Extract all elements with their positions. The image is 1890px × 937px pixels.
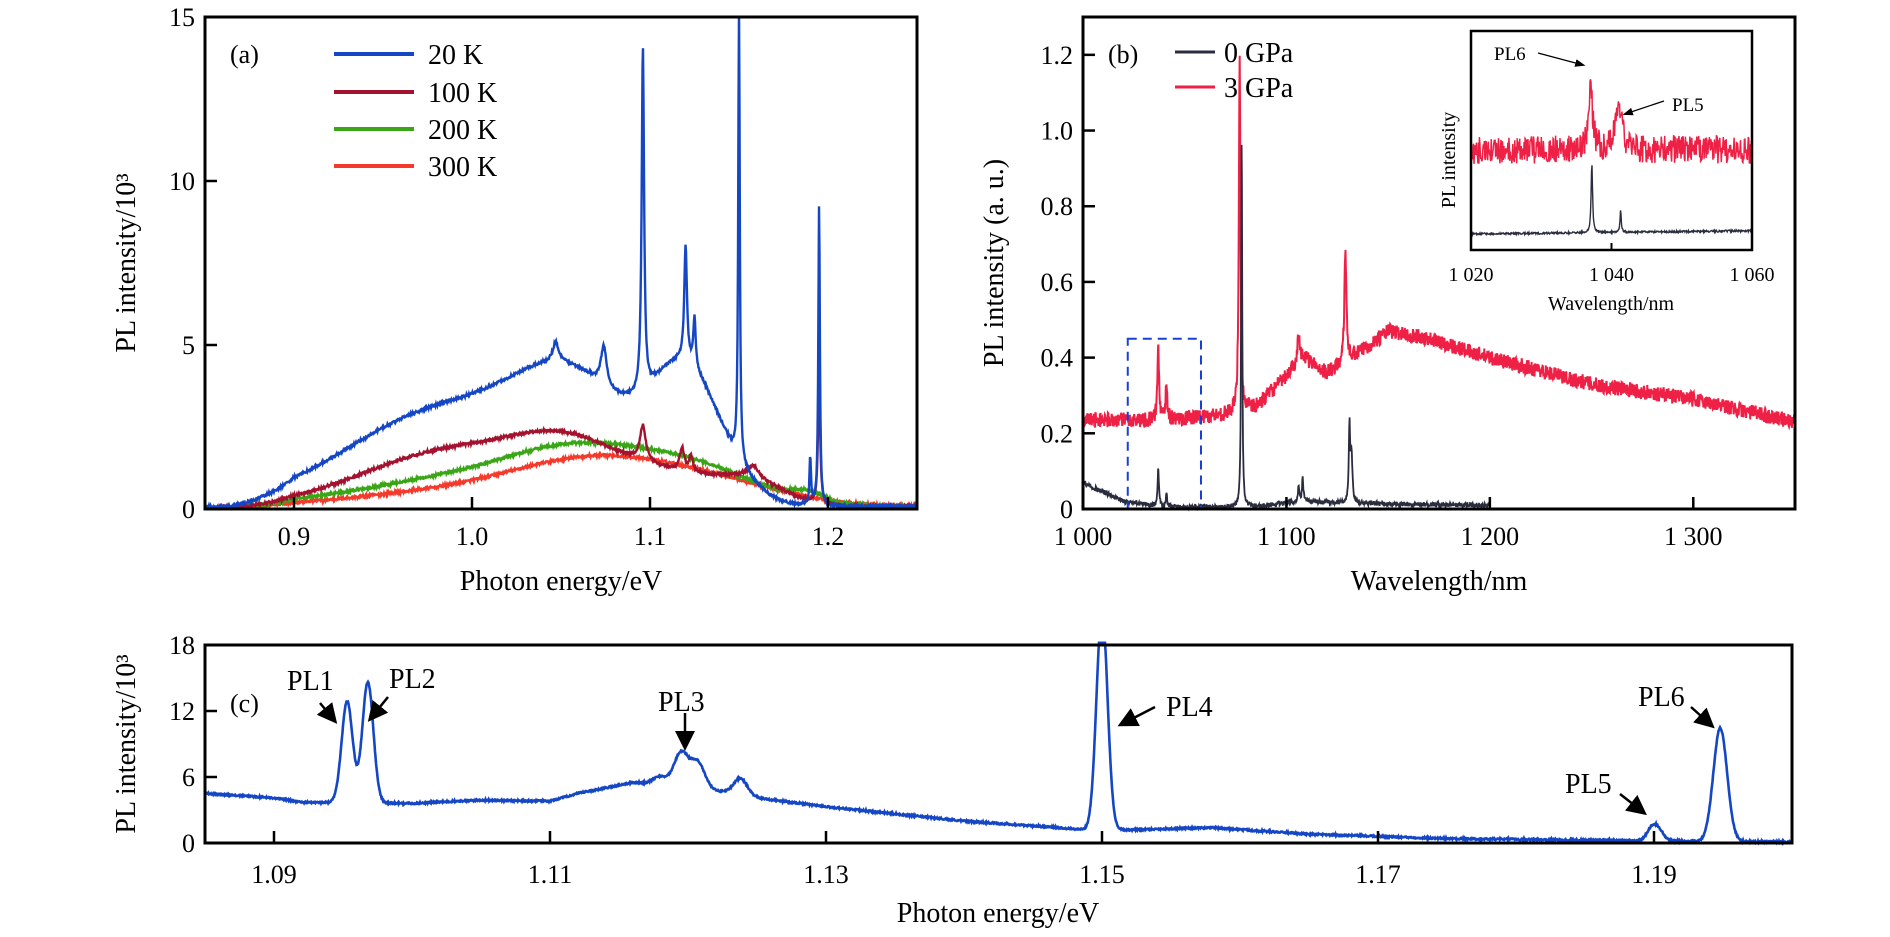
- inset-annotation-pl6: PL6: [1494, 44, 1526, 65]
- legend-label-100k: 100 K: [428, 78, 497, 109]
- panel-b: 1 000 1 100 1 200 1 30000.20.40.60.81.01.2 …: [979, 15, 1797, 597]
- inset-arrow-pl6: [1537, 52, 1586, 67]
- panel-b-label: (b): [1108, 40, 1138, 69]
- series-0gpa: [1082, 144, 1491, 512]
- panel-b-xlabel: Wavelength/nm: [1351, 566, 1528, 597]
- panel-a-ytick-label: 10: [169, 167, 195, 196]
- annotation-pl5: PL5: [1565, 769, 1612, 800]
- panel-a-ylabel: PL intensity/10³: [111, 173, 142, 352]
- panel-b-xtick-label: 1 200: [1461, 522, 1520, 551]
- panel-b-xtick-label: 1 000: [1054, 522, 1113, 551]
- panel-a-xtick-label: 1.0: [456, 522, 489, 551]
- panel-c-xtick-label: 1.11: [528, 860, 573, 889]
- series-100k: [205, 375, 917, 509]
- panel-c-label: (c): [230, 689, 259, 718]
- panel-c-ytick-label: 12: [169, 697, 195, 726]
- panel-c-xtick-label: 1.15: [1079, 860, 1125, 889]
- panel-c-annotations: PL1 PL2 PL3 PL4 PL5 PL6: [287, 664, 1715, 816]
- panel-a-label: (a): [230, 40, 259, 69]
- panel-c-ytick-label: 18: [169, 631, 195, 660]
- panel-b-ytick-label: 0.6: [1041, 268, 1074, 297]
- panel-a-ticks: 0.9 1.0 1.1 1.2 0 5 10 15: [169, 3, 844, 551]
- legend-label-3gpa: 3 GPa: [1224, 73, 1294, 104]
- series-20k-panel-c: [204, 641, 1793, 846]
- panel-b-ytick-label: 0.4: [1041, 344, 1074, 373]
- panel-c-ytick-label: 6: [182, 763, 195, 792]
- inset-series: [1470, 79, 1753, 238]
- arrow-pl6: [1690, 706, 1715, 729]
- arrow-pl1: [316, 702, 338, 724]
- panel-a-frame: [203, 15, 919, 511]
- panel-c-frame: [203, 643, 1794, 845]
- arrow-pl4: [1117, 705, 1156, 727]
- series-20k: [205, 17, 917, 509]
- inset-series-3gpa: [1470, 79, 1753, 165]
- highlight-box: [1126, 337, 1202, 511]
- inset-arrow-pl5: [1622, 100, 1665, 116]
- inset-xtick-label: 1 020: [1449, 264, 1494, 286]
- panel-b-ytick-label: 0: [1060, 495, 1073, 524]
- inset-chart: 1 020 1 040 1 060 Wavelength/nm PL intensi…: [1438, 29, 1775, 315]
- panel-c-xtick-label: 1.13: [803, 860, 849, 889]
- series-200k: [205, 437, 917, 509]
- annotation-pl3: PL3: [658, 687, 705, 718]
- panel-a-xtick-label: 0.9: [278, 522, 311, 551]
- panel-a-xtick-label: 1.1: [634, 522, 667, 551]
- arrow-pl2: [367, 696, 389, 722]
- panel-c: 1.09 1.11 1.13 1.15 1.17 1.19 0 6 12 18 (c) Photo…: [111, 631, 1794, 929]
- legend-label-300k: 300 K: [428, 152, 497, 183]
- panel-c-ytick-label: 0: [182, 829, 195, 858]
- inset-series-0gpa: [1470, 165, 1753, 238]
- annotation-pl4: PL4: [1166, 692, 1213, 723]
- legend-label-0gpa: 0 GPa: [1224, 38, 1294, 69]
- inset-annotation-pl5: PL5: [1672, 95, 1704, 116]
- panel-b-ytick-label: 0.2: [1041, 419, 1074, 448]
- inset-xtick-label: 1 040: [1589, 264, 1634, 286]
- panel-a-xlabel: Photon energy/eV: [460, 566, 662, 597]
- panel-a-ytick-label: 5: [182, 331, 195, 360]
- panel-b-frame: [1081, 15, 1797, 511]
- annotation-pl2: PL2: [389, 664, 436, 695]
- panel-a-legend: 20 K 100 K 200 K 300 K: [334, 40, 497, 183]
- panel-a-series: [205, 17, 917, 509]
- inset-ticks: 1 020 1 040 1 060: [1449, 243, 1775, 286]
- panel-b-ytick-label: 1.0: [1041, 117, 1074, 146]
- panel-c-ticks: 1.09 1.11 1.13 1.15 1.17 1.19 0 6 12 18: [169, 631, 1677, 889]
- panel-b-xtick-label: 1 100: [1257, 522, 1316, 551]
- panel-b-ylabel: PL intensity (a. u.): [979, 159, 1010, 367]
- annotation-pl1: PL1: [287, 666, 334, 697]
- annotation-pl6: PL6: [1638, 682, 1685, 713]
- panel-b-ytick-label: 1.2: [1041, 41, 1074, 70]
- panel-a-ytick-label: 15: [169, 3, 195, 32]
- panel-b-ticks: 1 000 1 100 1 200 1 300 0 0.2 0.4 0.6 0.8 1.0 1.2: [1041, 41, 1723, 551]
- panel-a-xtick-label: 1.2: [812, 522, 845, 551]
- panel-c-ylabel: PL intensity/10³: [111, 654, 142, 833]
- panel-b-xtick-label: 1 300: [1664, 522, 1723, 551]
- inset-ylabel: PL intensity: [1438, 112, 1460, 208]
- arrow-pl5: [1619, 793, 1647, 816]
- panel-a-ytick-label: 0: [182, 495, 195, 524]
- panel-b-legend: 0 GPa 3 GPa: [1175, 38, 1294, 104]
- panel-c-series: [204, 641, 1793, 846]
- legend-label-200k: 200 K: [428, 115, 497, 146]
- panel-c-xtick-label: 1.17: [1355, 860, 1401, 889]
- panel-c-xtick-label: 1.19: [1631, 860, 1677, 889]
- inset-xlabel: Wavelength/nm: [1548, 293, 1675, 315]
- legend-label-20k: 20 K: [428, 40, 483, 71]
- panel-b-ytick-label: 0.8: [1041, 192, 1074, 221]
- panel-c-xlabel: Photon energy/eV: [897, 898, 1099, 929]
- panel-c-xtick-label: 1.09: [251, 860, 297, 889]
- inset-xtick-label: 1 060: [1730, 264, 1775, 286]
